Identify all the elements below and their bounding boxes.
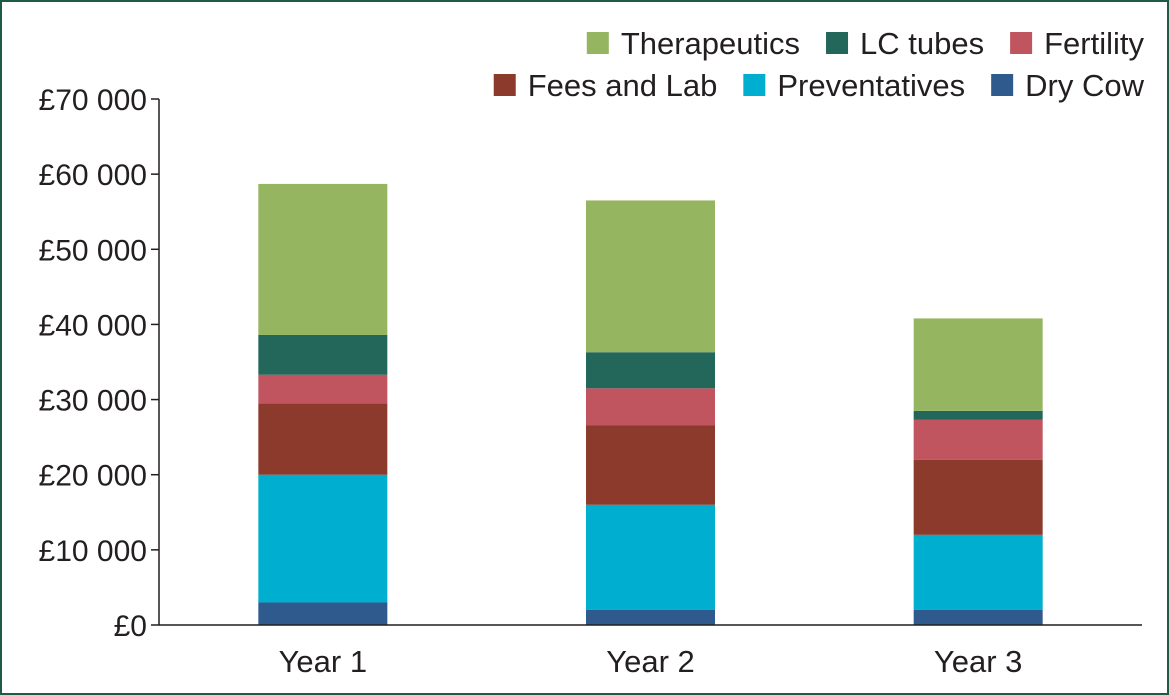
- legend-swatch: [991, 74, 1014, 96]
- x-axis: Year 1 Year 2 Year 3: [159, 624, 1142, 679]
- bar-segment-dry-cow: [586, 609, 715, 625]
- legend-label: LC tubes: [860, 26, 984, 61]
- legend-label: Fertility: [1044, 26, 1144, 61]
- bar-stack-year-3: [913, 318, 1043, 625]
- legend-swatch: [586, 32, 609, 54]
- bar-segment-fertility: [258, 374, 388, 404]
- y-axis: £0 £10 000 £20 000 £30 000 £40 000 £50 000 £60…: [39, 84, 160, 643]
- legend: Therapeutics LC tubes Fertility Fees and La…: [493, 26, 1145, 103]
- bar-segment-lc-tubes: [913, 410, 1043, 420]
- legend-label: Preventatives: [777, 68, 965, 103]
- legend-swatch: [1010, 32, 1033, 54]
- y-tick-label: £0: [114, 610, 147, 643]
- bar-segment-preventatives: [586, 504, 715, 610]
- y-tick-label: £60 000: [39, 159, 147, 192]
- bar-segment-lc-tubes: [586, 352, 715, 389]
- legend-label: Therapeutics: [621, 26, 800, 61]
- y-tick-label: £10 000: [39, 535, 147, 568]
- bar-segment-lc-tubes: [258, 334, 388, 375]
- x-tick-label: Year 2: [606, 644, 695, 679]
- y-tick-label: £50 000: [39, 234, 147, 267]
- legend-swatch: [743, 74, 766, 96]
- bar-segment-dry-cow: [258, 602, 388, 625]
- legend-swatch: [826, 32, 849, 54]
- bar-segment-preventatives: [913, 534, 1043, 610]
- bars: [258, 183, 1043, 625]
- legend-label: Fees and Lab: [528, 68, 718, 103]
- y-tick-label: £20 000: [39, 460, 147, 493]
- bar-segment-preventatives: [258, 474, 388, 603]
- bar-stack-year-2: [586, 200, 715, 625]
- legend-item-fees-and-lab: Fees and Lab: [493, 68, 718, 103]
- legend-swatch: [493, 74, 516, 96]
- y-tick-label: £70 000: [39, 84, 147, 117]
- y-tick-label: £30 000: [39, 385, 147, 418]
- legend-item-lc-tubes: LC tubes: [826, 26, 984, 61]
- legend-item-fertility: Fertility: [1010, 26, 1144, 61]
- bar-segment-fertility: [913, 419, 1043, 460]
- bar-segment-therapeutics: [258, 183, 388, 335]
- legend-item-preventatives: Preventatives: [743, 68, 965, 103]
- x-tick-label: Year 3: [934, 644, 1023, 679]
- bar-stack-year-1: [258, 183, 388, 625]
- bar-segment-fertility: [586, 388, 715, 426]
- bar-segment-fees-and-lab: [913, 459, 1043, 535]
- legend-item-therapeutics: Therapeutics: [586, 26, 800, 61]
- bar-segment-therapeutics: [913, 318, 1043, 411]
- legend-item-dry-cow: Dry Cow: [991, 68, 1145, 103]
- legend-label: Dry Cow: [1025, 68, 1144, 103]
- y-tick-label: £40 000: [39, 309, 147, 342]
- bar-segment-dry-cow: [913, 609, 1043, 625]
- bar-segment-therapeutics: [586, 200, 715, 353]
- x-tick-label: Year 1: [279, 644, 368, 679]
- bar-segment-fees-and-lab: [258, 403, 388, 475]
- bar-segment-fees-and-lab: [586, 425, 715, 505]
